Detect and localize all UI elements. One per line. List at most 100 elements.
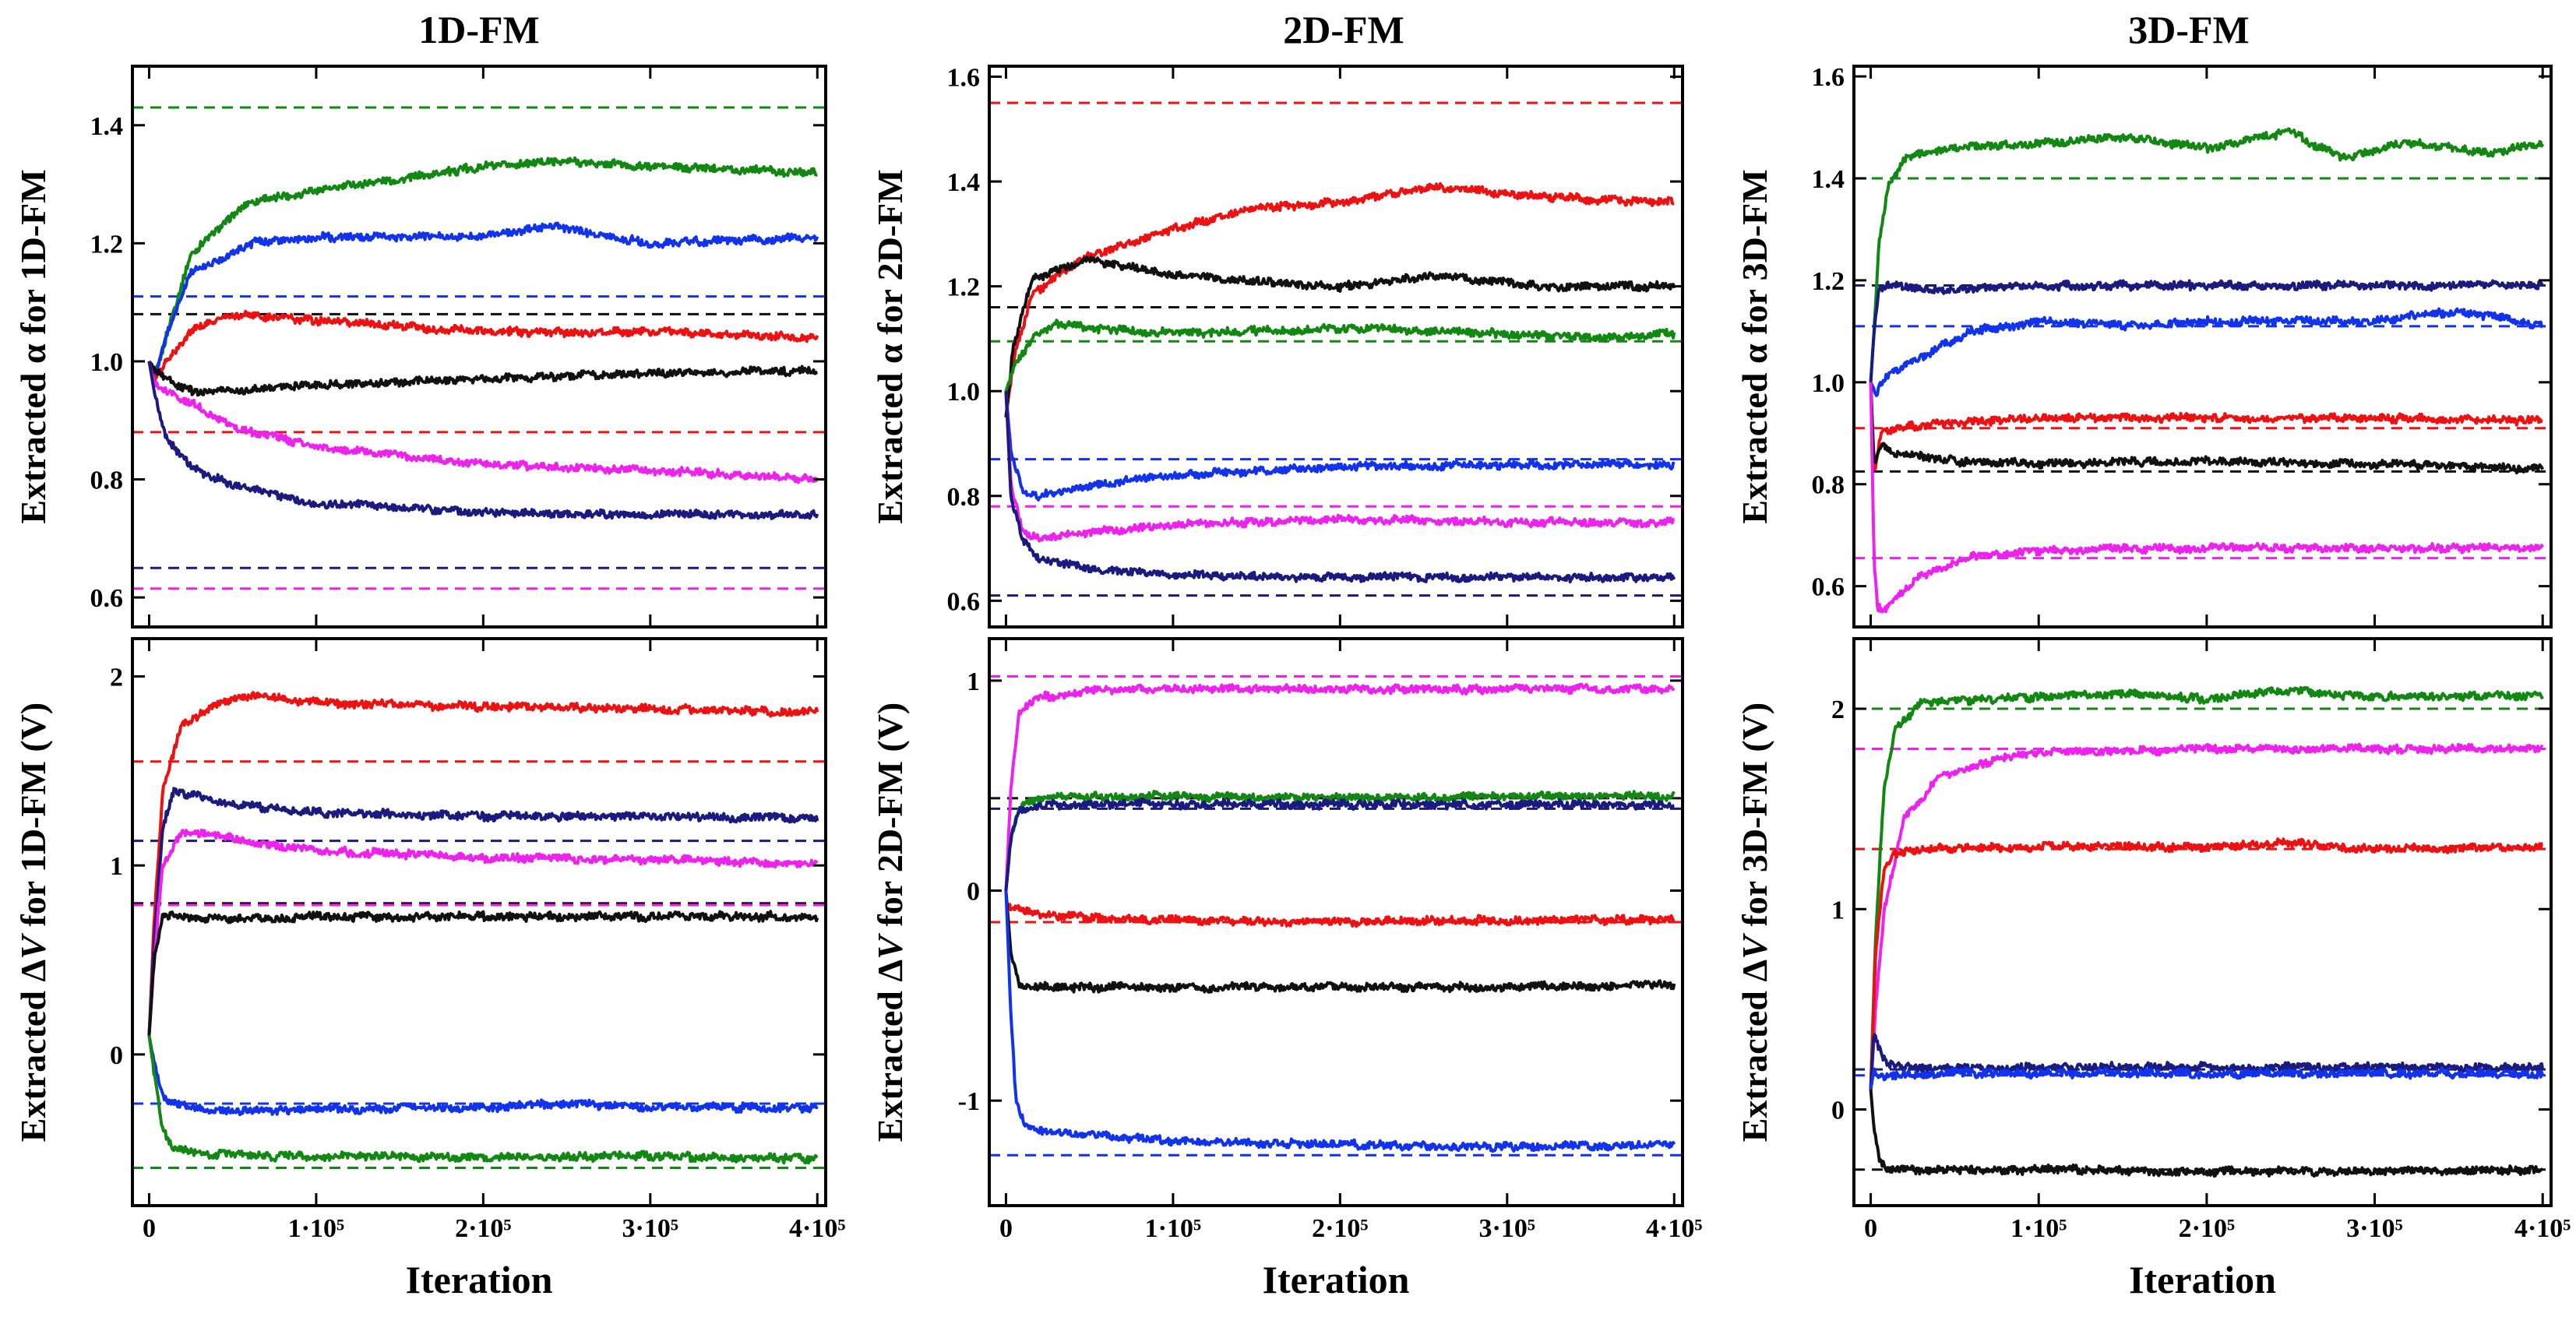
series-line-red	[147, 309, 819, 383]
series-line-navy	[1869, 1033, 2545, 1090]
chart-panel: -1 0 1 0 1·10⁵ 2·10⁵ 3·10⁵ 4·10⁵ Extracted ΔV fo…	[870, 637, 1703, 1301]
series-line-magenta	[147, 829, 819, 1036]
axes-frame	[988, 65, 1684, 629]
series-line-blue	[147, 1035, 819, 1117]
x-tick-label: 0	[143, 1214, 156, 1243]
y-tick-label: 0.6	[1812, 573, 1845, 602]
axes-frame	[988, 637, 1684, 1207]
series-line-green	[1004, 319, 1676, 392]
series-line-red	[147, 691, 819, 1036]
y-tick-label: 1.4	[947, 168, 981, 197]
y-tick-label: 1.6	[1812, 63, 1845, 92]
y-tick-label: -1	[958, 1087, 980, 1116]
axes-frame	[1852, 65, 2553, 629]
axes-frame	[131, 637, 827, 1207]
y-tick-label: 0.6	[90, 584, 124, 613]
x-axis-label: Iteration	[2129, 1258, 2276, 1301]
series-line-red	[1004, 181, 1676, 418]
series-line-magenta	[147, 361, 819, 484]
series-line-magenta	[1004, 682, 1676, 891]
x-tick-label: 4·10⁵	[2514, 1214, 2571, 1243]
series-line-blue	[1869, 1066, 2545, 1090]
plot-area	[132, 106, 826, 590]
chart-panel: 0.6 0.8 1.0 1.2 1.4 1.6 Extracted α for 2D-FM	[870, 63, 1684, 629]
column-title-1d: 1D-FM	[418, 8, 540, 51]
x-tick-label: 2·10⁵	[455, 1214, 512, 1243]
plot-area	[1854, 685, 2551, 1178]
series-line-magenta	[1869, 742, 2544, 1090]
x-tick-label: 3·10⁵	[622, 1214, 679, 1243]
plot-area	[989, 675, 1683, 1157]
series-line-blue	[1869, 307, 2543, 397]
y-tick-label: 1	[110, 852, 123, 881]
y-tick-label: 1.2	[947, 273, 981, 302]
series-line-blue	[147, 221, 819, 382]
y-tick-label: 1.2	[90, 230, 124, 259]
series-line-navy	[147, 787, 819, 1036]
y-tick-label: 0.8	[947, 483, 981, 512]
y-axis-label: Extracted α for 3D-FM	[1735, 169, 1774, 523]
series-line-green	[1869, 127, 2545, 382]
column-title-3d: 3D-FM	[2128, 8, 2250, 51]
series-line-green	[147, 1035, 819, 1165]
x-axis-label: Iteration	[1263, 1258, 1410, 1301]
y-tick-label: 0	[1831, 1097, 1845, 1125]
y-axis-label: Extracted ΔV for 3D-FM (V)	[1735, 703, 1774, 1143]
series-line-blue	[1004, 391, 1676, 502]
y-tick-label: 0	[110, 1041, 123, 1070]
y-tick-label: 1.0	[1812, 369, 1845, 398]
plot-area	[989, 101, 1683, 597]
series-line-black	[1869, 1089, 2544, 1178]
column-title-2d: 2D-FM	[1283, 8, 1404, 51]
y-tick-label: 0.8	[90, 467, 124, 495]
series-line-black	[1004, 890, 1676, 994]
y-tick-label: 1.0	[947, 378, 981, 407]
x-tick-label: 3·10⁵	[1479, 1214, 1536, 1243]
series-line-black	[1004, 255, 1676, 418]
y-tick-label: 0	[967, 878, 980, 907]
axes-frame	[131, 65, 827, 629]
y-axis-label: Extracted ΔV for 1D-FM (V)	[13, 703, 53, 1143]
x-tick-label: 4·10⁵	[789, 1214, 846, 1243]
y-tick-label: 1.2	[1812, 267, 1845, 296]
series-line-red	[1005, 903, 1676, 928]
series-line-red	[1869, 837, 2543, 1090]
y-axis-label: Extracted ΔV for 2D-FM (V)	[870, 703, 910, 1143]
series-line-magenta	[1004, 391, 1676, 543]
series-line-magenta	[1869, 382, 2545, 614]
x-tick-label: 4·10⁵	[1646, 1214, 1703, 1243]
y-axis-label: Extracted α for 1D-FM	[13, 169, 53, 523]
y-tick-label: 1.4	[1812, 165, 1845, 194]
y-tick-label: 1	[1831, 896, 1845, 924]
y-tick-label: 1.6	[947, 63, 981, 92]
x-tick-label: 0	[999, 1214, 1013, 1243]
y-tick-label: 2	[1831, 695, 1845, 724]
series-line-navy	[147, 361, 819, 520]
x-tick-label: 0	[1864, 1214, 1877, 1243]
y-axis-label: Extracted α for 2D-FM	[870, 169, 910, 523]
plot-area	[132, 691, 826, 1169]
y-tick-label: 1.0	[90, 348, 124, 377]
y-tick-label: 0.8	[1812, 471, 1845, 500]
series-line-green	[1869, 685, 2544, 1090]
chart-panel: 0 1 2 0 1·10⁵ 2·10⁵ 3·10⁵ 4·10⁵ Extracted ΔV for…	[1735, 637, 2571, 1301]
chart-panel: 0 1 2 0 1·10⁵ 2·10⁵ 3·10⁵ 4·10⁵ Extracted ΔV for…	[13, 637, 846, 1301]
series-line-black	[1869, 382, 2545, 475]
series-line-navy	[1869, 279, 2545, 382]
y-tick-label: 1	[967, 667, 980, 696]
x-axis-label: Iteration	[406, 1258, 553, 1301]
chart-panel: 0.6 0.8 1.0 1.2 1.4 Extracted α for 1D-FM	[13, 65, 827, 629]
series-line-green	[1004, 790, 1676, 891]
axes-frame	[1852, 637, 2553, 1207]
y-tick-label: 0.6	[947, 587, 981, 616]
x-tick-label: 3·10⁵	[2346, 1214, 2403, 1243]
x-tick-label: 2·10⁵	[1312, 1214, 1369, 1243]
y-tick-label: 1.4	[90, 112, 124, 141]
x-tick-label: 1·10⁵	[288, 1214, 345, 1243]
x-tick-label: 2·10⁵	[2179, 1214, 2236, 1243]
series-line-blue	[1004, 890, 1676, 1153]
x-tick-label: 1·10⁵	[2010, 1214, 2067, 1243]
series-line-black	[147, 910, 819, 1036]
